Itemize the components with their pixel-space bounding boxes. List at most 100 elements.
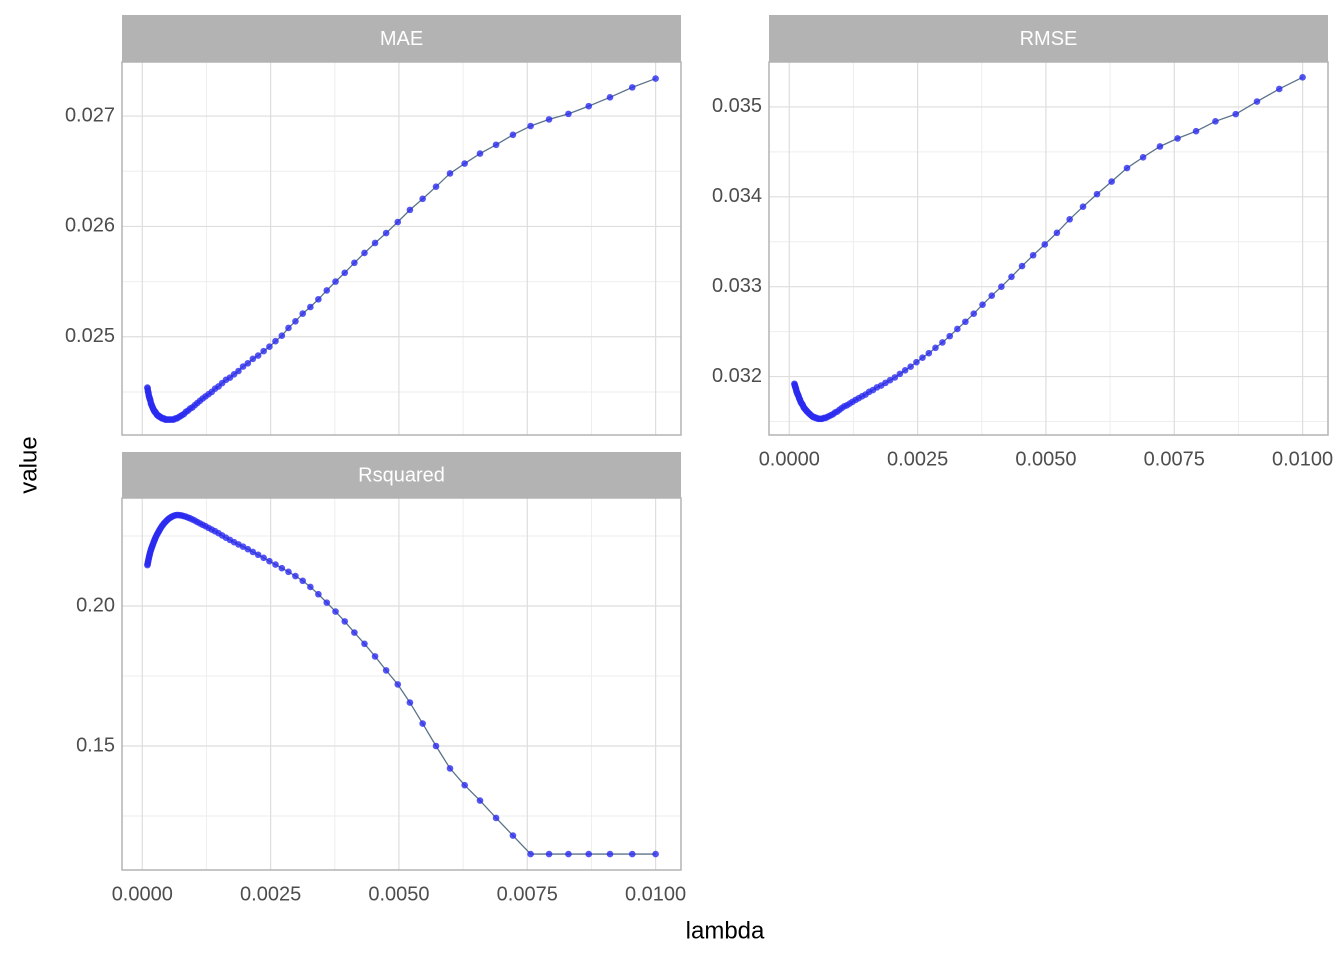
panel-border <box>121 61 682 436</box>
x-tick-label: 0.0100 <box>1272 448 1333 470</box>
data-point <box>292 318 299 325</box>
data-point <box>332 278 339 285</box>
data-point <box>244 545 252 553</box>
strip-label: Rsquared <box>358 464 445 486</box>
data-point <box>285 568 292 576</box>
strip-label: MAE <box>380 28 423 50</box>
data-point <box>1299 73 1306 81</box>
data-point <box>1079 203 1087 211</box>
data-point <box>419 195 426 203</box>
data-point <box>278 564 286 572</box>
x-tick-label: 0.0000 <box>112 883 173 905</box>
data-point <box>249 548 257 556</box>
data-point <box>954 325 961 333</box>
x-tick-label: 0.0025 <box>240 883 301 905</box>
data-point <box>254 551 262 559</box>
data-point <box>315 590 322 598</box>
data-point <box>307 583 314 591</box>
y-tick-label: 0.033 <box>712 275 762 297</box>
data-point <box>907 363 914 370</box>
data-point <box>382 667 390 674</box>
data-point <box>266 557 273 565</box>
data-point <box>606 94 614 101</box>
data-point <box>476 150 484 157</box>
data-point <box>406 699 414 706</box>
x-tick-label: 0.0075 <box>1144 448 1205 470</box>
data-point <box>913 358 920 366</box>
data-point <box>527 122 534 130</box>
data-point <box>932 344 939 352</box>
data-point <box>446 170 454 177</box>
data-point <box>1156 143 1164 150</box>
data-point <box>446 765 454 772</box>
data-point <box>235 367 242 375</box>
series-line <box>793 76 1303 420</box>
data-point <box>492 141 500 149</box>
data-point <box>315 295 322 303</box>
data-point <box>979 301 986 308</box>
data-point <box>891 374 899 381</box>
data-point <box>278 332 286 339</box>
data-point <box>628 850 636 858</box>
y-tick-label: 0.20 <box>76 594 115 616</box>
data-point <box>988 292 996 299</box>
strip <box>122 452 681 498</box>
y-tick-label: 0.026 <box>65 215 115 237</box>
data-point <box>1008 273 1015 281</box>
y-tick-label: 0.034 <box>712 185 762 207</box>
x-tick-label: 0.0025 <box>887 448 948 470</box>
data-point <box>239 363 247 370</box>
strip <box>769 15 1328 62</box>
data-point <box>461 781 468 789</box>
x-tick-label: 0.0075 <box>497 883 558 905</box>
data-point <box>299 577 307 585</box>
data-point <box>1232 110 1240 118</box>
data-point <box>432 183 440 191</box>
data-point <box>1066 215 1073 223</box>
data-point <box>628 84 636 91</box>
data-point <box>565 850 572 858</box>
panel-border <box>768 61 1329 436</box>
data-point <box>351 629 358 636</box>
data-point <box>1253 98 1261 105</box>
data-point <box>998 283 1005 290</box>
x-tick-label: 0.0050 <box>1015 448 1076 470</box>
data-point <box>896 370 904 378</box>
y-tick-label: 0.027 <box>65 104 115 126</box>
data-point <box>307 303 314 311</box>
data-point <box>1029 251 1037 259</box>
data-point <box>266 343 273 351</box>
x-tick-label: 0.0000 <box>759 448 820 470</box>
x-axis-title: lambda <box>686 917 765 944</box>
data-point <box>351 259 358 267</box>
data-point <box>1108 178 1115 185</box>
strip-label: RMSE <box>1020 28 1078 50</box>
data-point <box>946 332 954 340</box>
data-point <box>509 832 517 839</box>
data-point <box>1275 85 1283 93</box>
data-point <box>260 347 267 355</box>
data-point <box>382 229 390 237</box>
y-axis-title: value <box>15 436 42 493</box>
data-point <box>419 720 426 727</box>
data-point <box>299 310 307 317</box>
data-point <box>545 116 553 123</box>
data-point <box>886 376 894 384</box>
data-point <box>585 102 593 110</box>
data-point <box>341 618 349 625</box>
data-point <box>341 269 349 277</box>
y-tick-label: 0.025 <box>65 325 115 347</box>
data-point <box>1174 135 1181 142</box>
data-point <box>527 850 534 858</box>
panel-border <box>121 497 682 871</box>
data-point <box>254 352 262 359</box>
series-line <box>146 514 656 855</box>
data-point <box>260 554 267 562</box>
data-point <box>492 814 500 822</box>
data-point <box>394 681 402 688</box>
data-point <box>371 653 379 660</box>
data-point <box>919 354 926 362</box>
data-point <box>272 561 279 568</box>
series-line <box>146 77 656 421</box>
